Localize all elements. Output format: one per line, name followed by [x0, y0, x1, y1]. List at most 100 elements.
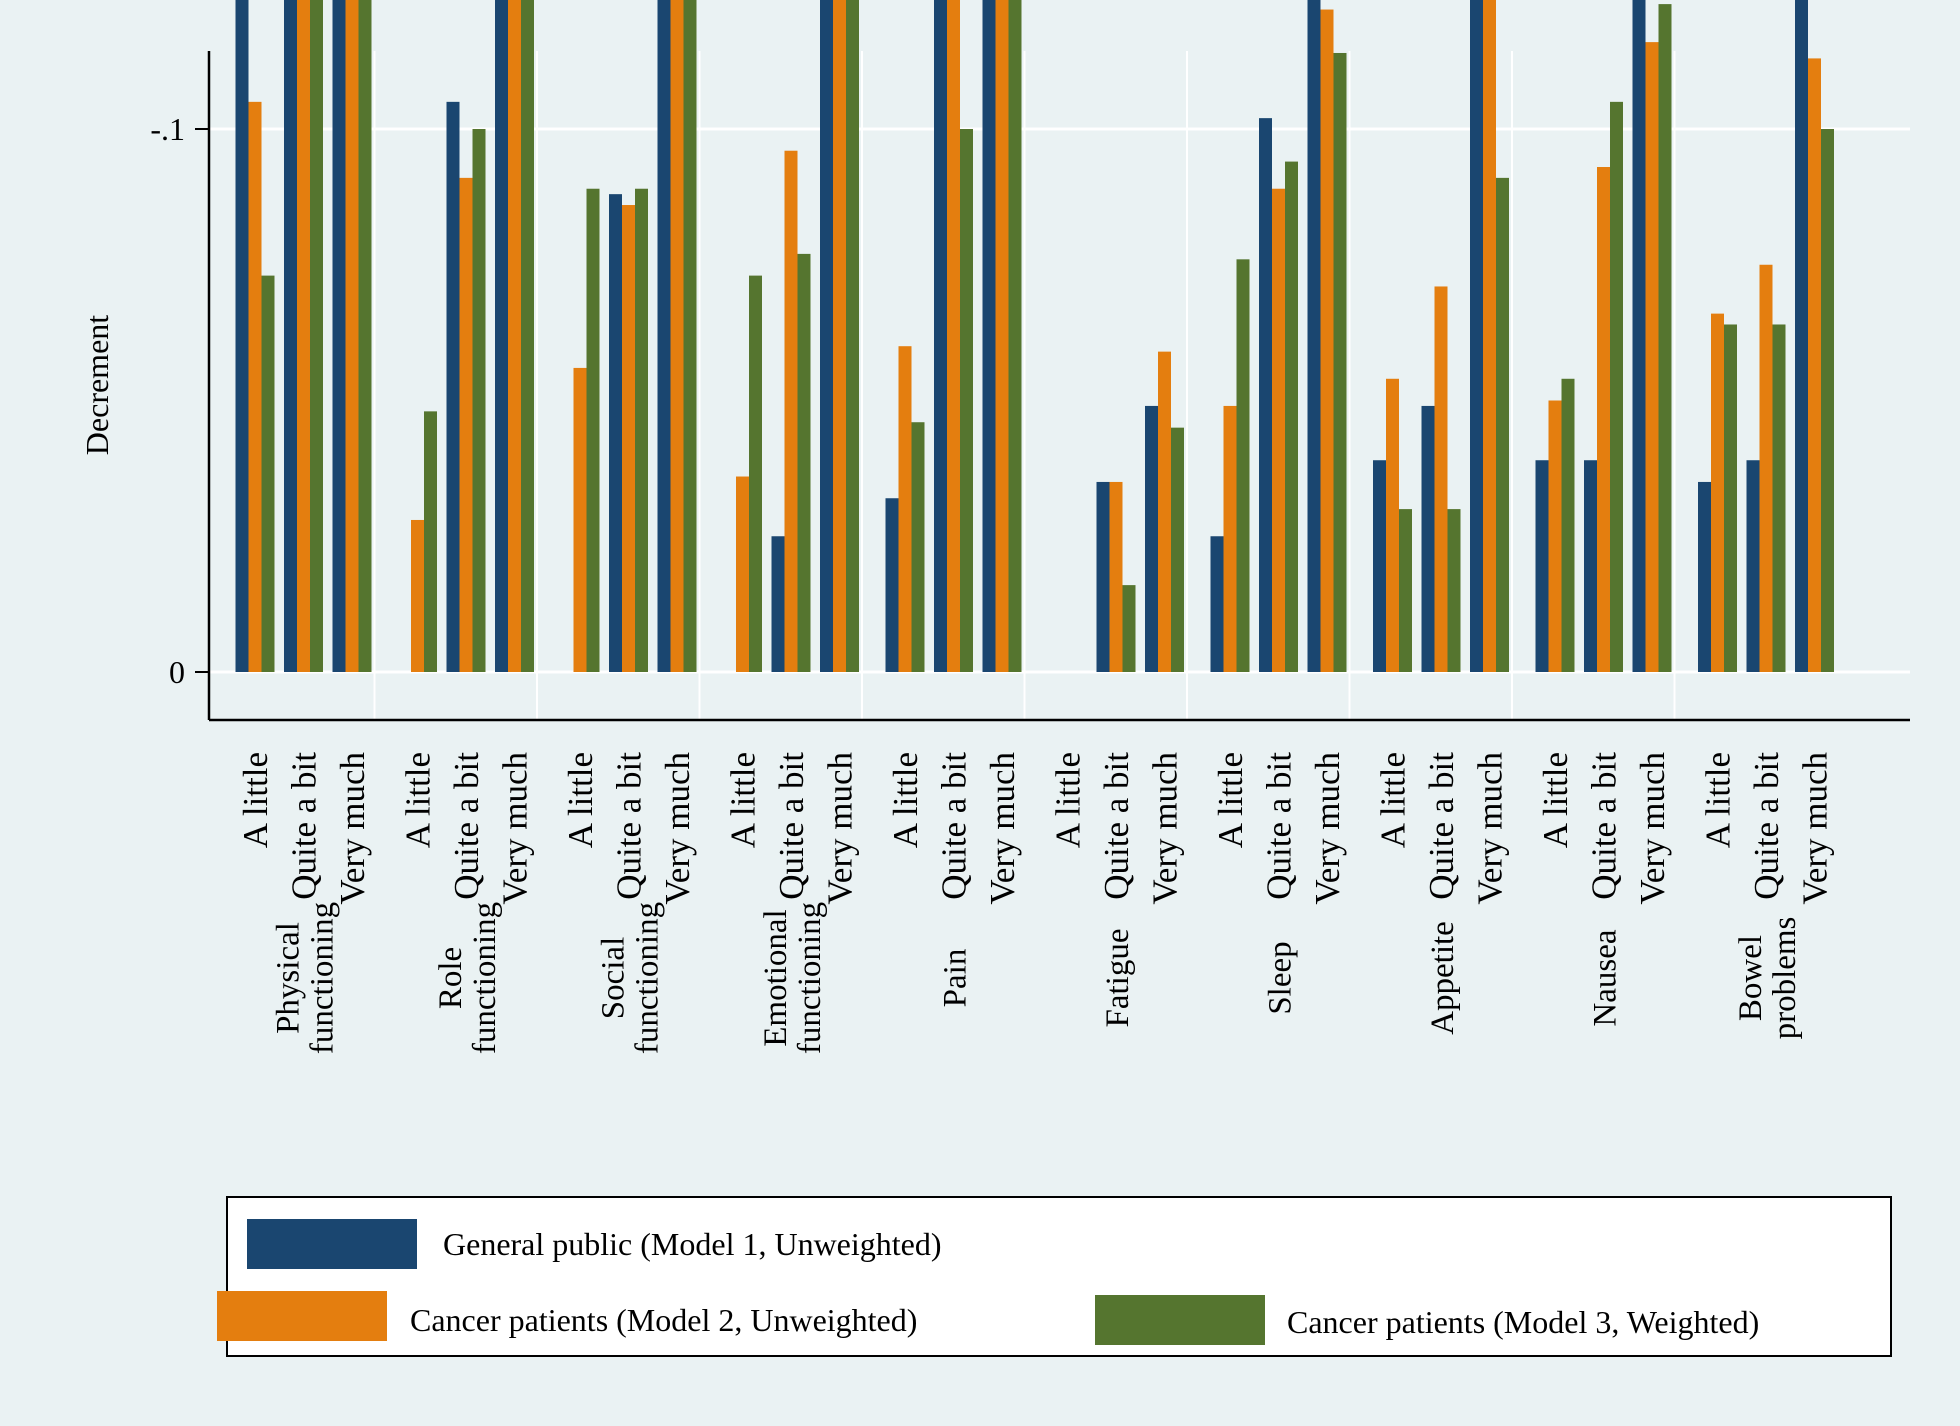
bar-general-public-model-1-unweighted-5-1	[1096, 481, 1110, 672]
bar-cancer-patients-model-2-unweighted-6-1	[1272, 188, 1285, 673]
x-level-label: A little	[399, 752, 438, 848]
bar-general-public-model-1-unweighted-6-1	[1259, 118, 1272, 672]
bar-cancer-patients-model-2-unweighted-1-0	[411, 519, 424, 672]
bar-cancer-patients-model-3-weighted-6-0	[1236, 259, 1250, 672]
bar-general-public-model-1-unweighted-8-0	[1535, 460, 1549, 672]
bar-general-public-model-1-unweighted-7-2	[1470, 0, 1483, 673]
bar-cancer-patients-model-3-weighted-0-0	[261, 275, 275, 672]
x-level-label: A little	[724, 752, 763, 848]
bar-cancer-patients-model-2-unweighted-9-0	[1711, 313, 1724, 672]
bar-cancer-patients-model-2-unweighted-6-0	[1223, 405, 1237, 672]
bar-cancer-patients-model-3-weighted-1-0	[424, 411, 437, 672]
bar-general-public-model-1-unweighted-6-2	[1307, 0, 1321, 672]
plot-area	[209, 51, 1910, 720]
x-level-label: Quite a bit	[1097, 752, 1136, 900]
bar-general-public-model-1-unweighted-1-2	[495, 0, 508, 672]
x-level-label: Very much	[658, 752, 697, 905]
bars	[235, 0, 1834, 673]
x-level-label: A little	[1699, 752, 1738, 848]
bar-general-public-model-1-unweighted-4-1	[934, 0, 947, 672]
x-group-label-fatigue: Fatigue	[1100, 929, 1136, 1028]
bar-cancer-patients-model-3-weighted-7-0	[1399, 509, 1412, 672]
x-level-label: A little	[1049, 752, 1088, 848]
x-group-label-bowel-problems: Bowel	[1733, 935, 1769, 1021]
x-level-label: Very much	[1633, 752, 1672, 905]
bar-cancer-patients-model-2-unweighted-8-2	[1645, 42, 1659, 673]
bar-general-public-model-1-unweighted-9-2	[1795, 0, 1808, 673]
x-level-label: Quite a bit	[285, 752, 324, 900]
bar-general-public-model-1-unweighted-4-2	[982, 0, 996, 673]
bar-cancer-patients-model-3-weighted-4-1	[960, 129, 973, 672]
bar-general-public-model-1-unweighted-0-0	[235, 0, 249, 672]
gridlines	[209, 127, 1910, 674]
bar-cancer-patients-model-2-unweighted-4-1	[947, 0, 960, 672]
bar-cancer-patients-model-2-unweighted-9-2	[1808, 58, 1821, 673]
bar-cancer-patients-model-2-unweighted-3-1	[784, 150, 798, 673]
bar-cancer-patients-model-3-weighted-7-1	[1447, 509, 1461, 672]
bar-general-public-model-1-unweighted-9-0	[1698, 481, 1711, 672]
bar-general-public-model-1-unweighted-2-1	[609, 194, 622, 672]
legend-swatch-cancer-model2	[217, 1291, 387, 1341]
bar-cancer-patients-model-3-weighted-3-1	[797, 253, 811, 672]
y-tick-label: 0	[169, 654, 185, 690]
legend-label-cancer-model2: Cancer patients (Model 2, Unweighted)	[410, 1302, 917, 1338]
bar-cancer-patients-model-3-weighted-1-1	[472, 129, 486, 672]
bar-cancer-patients-model-2-unweighted-8-0	[1548, 400, 1562, 672]
bar-general-public-model-1-unweighted-6-0	[1210, 536, 1224, 672]
bar-cancer-patients-model-3-weighted-4-2	[1008, 0, 1022, 672]
bar-general-public-model-1-unweighted-5-2	[1145, 405, 1158, 672]
x-group-label-emotional-functioning: functioning	[792, 902, 828, 1054]
bar-general-public-model-1-unweighted-2-2	[657, 0, 671, 673]
x-level-label: Quite a bit	[772, 752, 811, 900]
bar-cancer-patients-model-3-weighted-9-2	[1821, 129, 1834, 672]
bar-general-public-model-1-unweighted-4-0	[885, 498, 899, 672]
bar-general-public-model-1-unweighted-9-1	[1746, 460, 1760, 672]
bar-cancer-patients-model-3-weighted-0-1	[310, 0, 323, 673]
x-level-label: A little	[1536, 752, 1575, 848]
legend-label-general-public: General public (Model 1, Unweighted)	[443, 1226, 942, 1262]
bar-general-public-model-1-unweighted-3-1	[771, 536, 785, 672]
bar-cancer-patients-model-3-weighted-2-2	[683, 0, 697, 673]
bar-cancer-patients-model-2-unweighted-7-0	[1386, 378, 1399, 672]
bar-cancer-patients-model-2-unweighted-4-0	[898, 346, 912, 672]
x-group-label-bowel-problems: problems	[1767, 917, 1803, 1040]
bar-cancer-patients-model-2-unweighted-9-1	[1759, 264, 1773, 672]
y-axis-ticks: 0-.1-.2-.3	[150, 111, 209, 690]
x-level-label: Quite a bit	[610, 752, 649, 900]
bar-general-public-model-1-unweighted-0-2	[332, 0, 346, 672]
bar-general-public-model-1-unweighted-7-0	[1373, 460, 1386, 672]
bar-cancer-patients-model-3-weighted-9-0	[1724, 324, 1737, 672]
bar-cancer-patients-model-3-weighted-8-2	[1658, 4, 1672, 673]
x-level-label: Quite a bit	[935, 752, 974, 900]
x-group-label-role-functioning: functioning	[467, 902, 503, 1054]
bar-cancer-patients-model-3-weighted-0-2	[358, 0, 372, 672]
legend-label-cancer-model3: Cancer patients (Model 3, Weighted)	[1287, 1304, 1759, 1340]
x-level-label: Quite a bit	[1260, 752, 1299, 900]
x-level-label: Very much	[496, 752, 535, 905]
bar-cancer-patients-model-3-weighted-7-2	[1496, 177, 1509, 672]
bar-cancer-patients-model-2-unweighted-3-0	[736, 476, 749, 672]
bar-cancer-patients-model-2-unweighted-2-0	[573, 367, 587, 672]
bar-cancer-patients-model-2-unweighted-4-2	[995, 0, 1009, 672]
x-level-label: Very much	[1146, 752, 1185, 905]
bar-cancer-patients-model-3-weighted-1-2	[521, 0, 534, 673]
bar-cancer-patients-model-3-weighted-5-1	[1122, 585, 1136, 672]
legend: General public (Model 1, Unweighted) Can…	[217, 1196, 1892, 1357]
x-group-label-nausea: Nausea	[1588, 929, 1624, 1026]
x-level-label: Quite a bit	[1747, 752, 1786, 900]
bar-cancer-patients-model-3-weighted-2-0	[586, 188, 600, 673]
bar-cancer-patients-model-2-unweighted-7-2	[1483, 0, 1496, 673]
x-level-label: A little	[886, 752, 925, 848]
bar-cancer-patients-model-3-weighted-9-1	[1772, 324, 1786, 672]
bar-cancer-patients-model-2-unweighted-0-1	[297, 0, 310, 672]
bar-cancer-patients-model-2-unweighted-1-2	[508, 0, 521, 673]
x-level-label: Quite a bit	[447, 752, 486, 900]
x-group-label-pain: Pain	[938, 949, 974, 1008]
bar-cancer-patients-model-3-weighted-3-2	[846, 0, 859, 673]
bar-general-public-model-1-unweighted-7-1	[1421, 405, 1435, 672]
x-group-label-social-functioning: functioning	[630, 902, 666, 1054]
x-group-label-social-functioning: Social	[596, 937, 632, 1019]
bar-cancer-patients-model-2-unweighted-0-2	[345, 0, 359, 672]
bar-cancer-patients-model-3-weighted-5-2	[1171, 427, 1184, 672]
